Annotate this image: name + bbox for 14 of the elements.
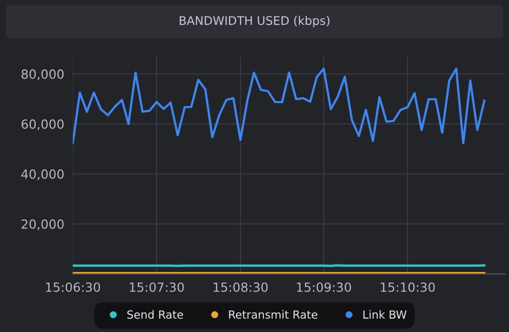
x-tick-label: 15:08:30: [214, 282, 268, 292]
y-tick-label: 60,000: [22, 119, 64, 130]
x-tick-label: 15:07:30: [130, 282, 184, 292]
x-tick-label: 15:10:30: [380, 282, 435, 292]
x-tick-label: 15:06:30: [46, 282, 100, 292]
legend-label: Retransmit Rate: [229, 310, 318, 319]
line-series: [72, 68, 486, 144]
legend-label: Send Rate: [127, 310, 183, 319]
y-tick-label: 20,000: [22, 219, 64, 230]
chart-title: BANDWIDTH USED (kbps): [180, 16, 330, 28]
y-tick-label: 40,000: [21, 169, 64, 180]
legend-label: Link BW: [363, 310, 406, 319]
y-tick-label: 80,000: [22, 69, 64, 80]
x-tick-label: 15:09:30: [297, 282, 351, 292]
